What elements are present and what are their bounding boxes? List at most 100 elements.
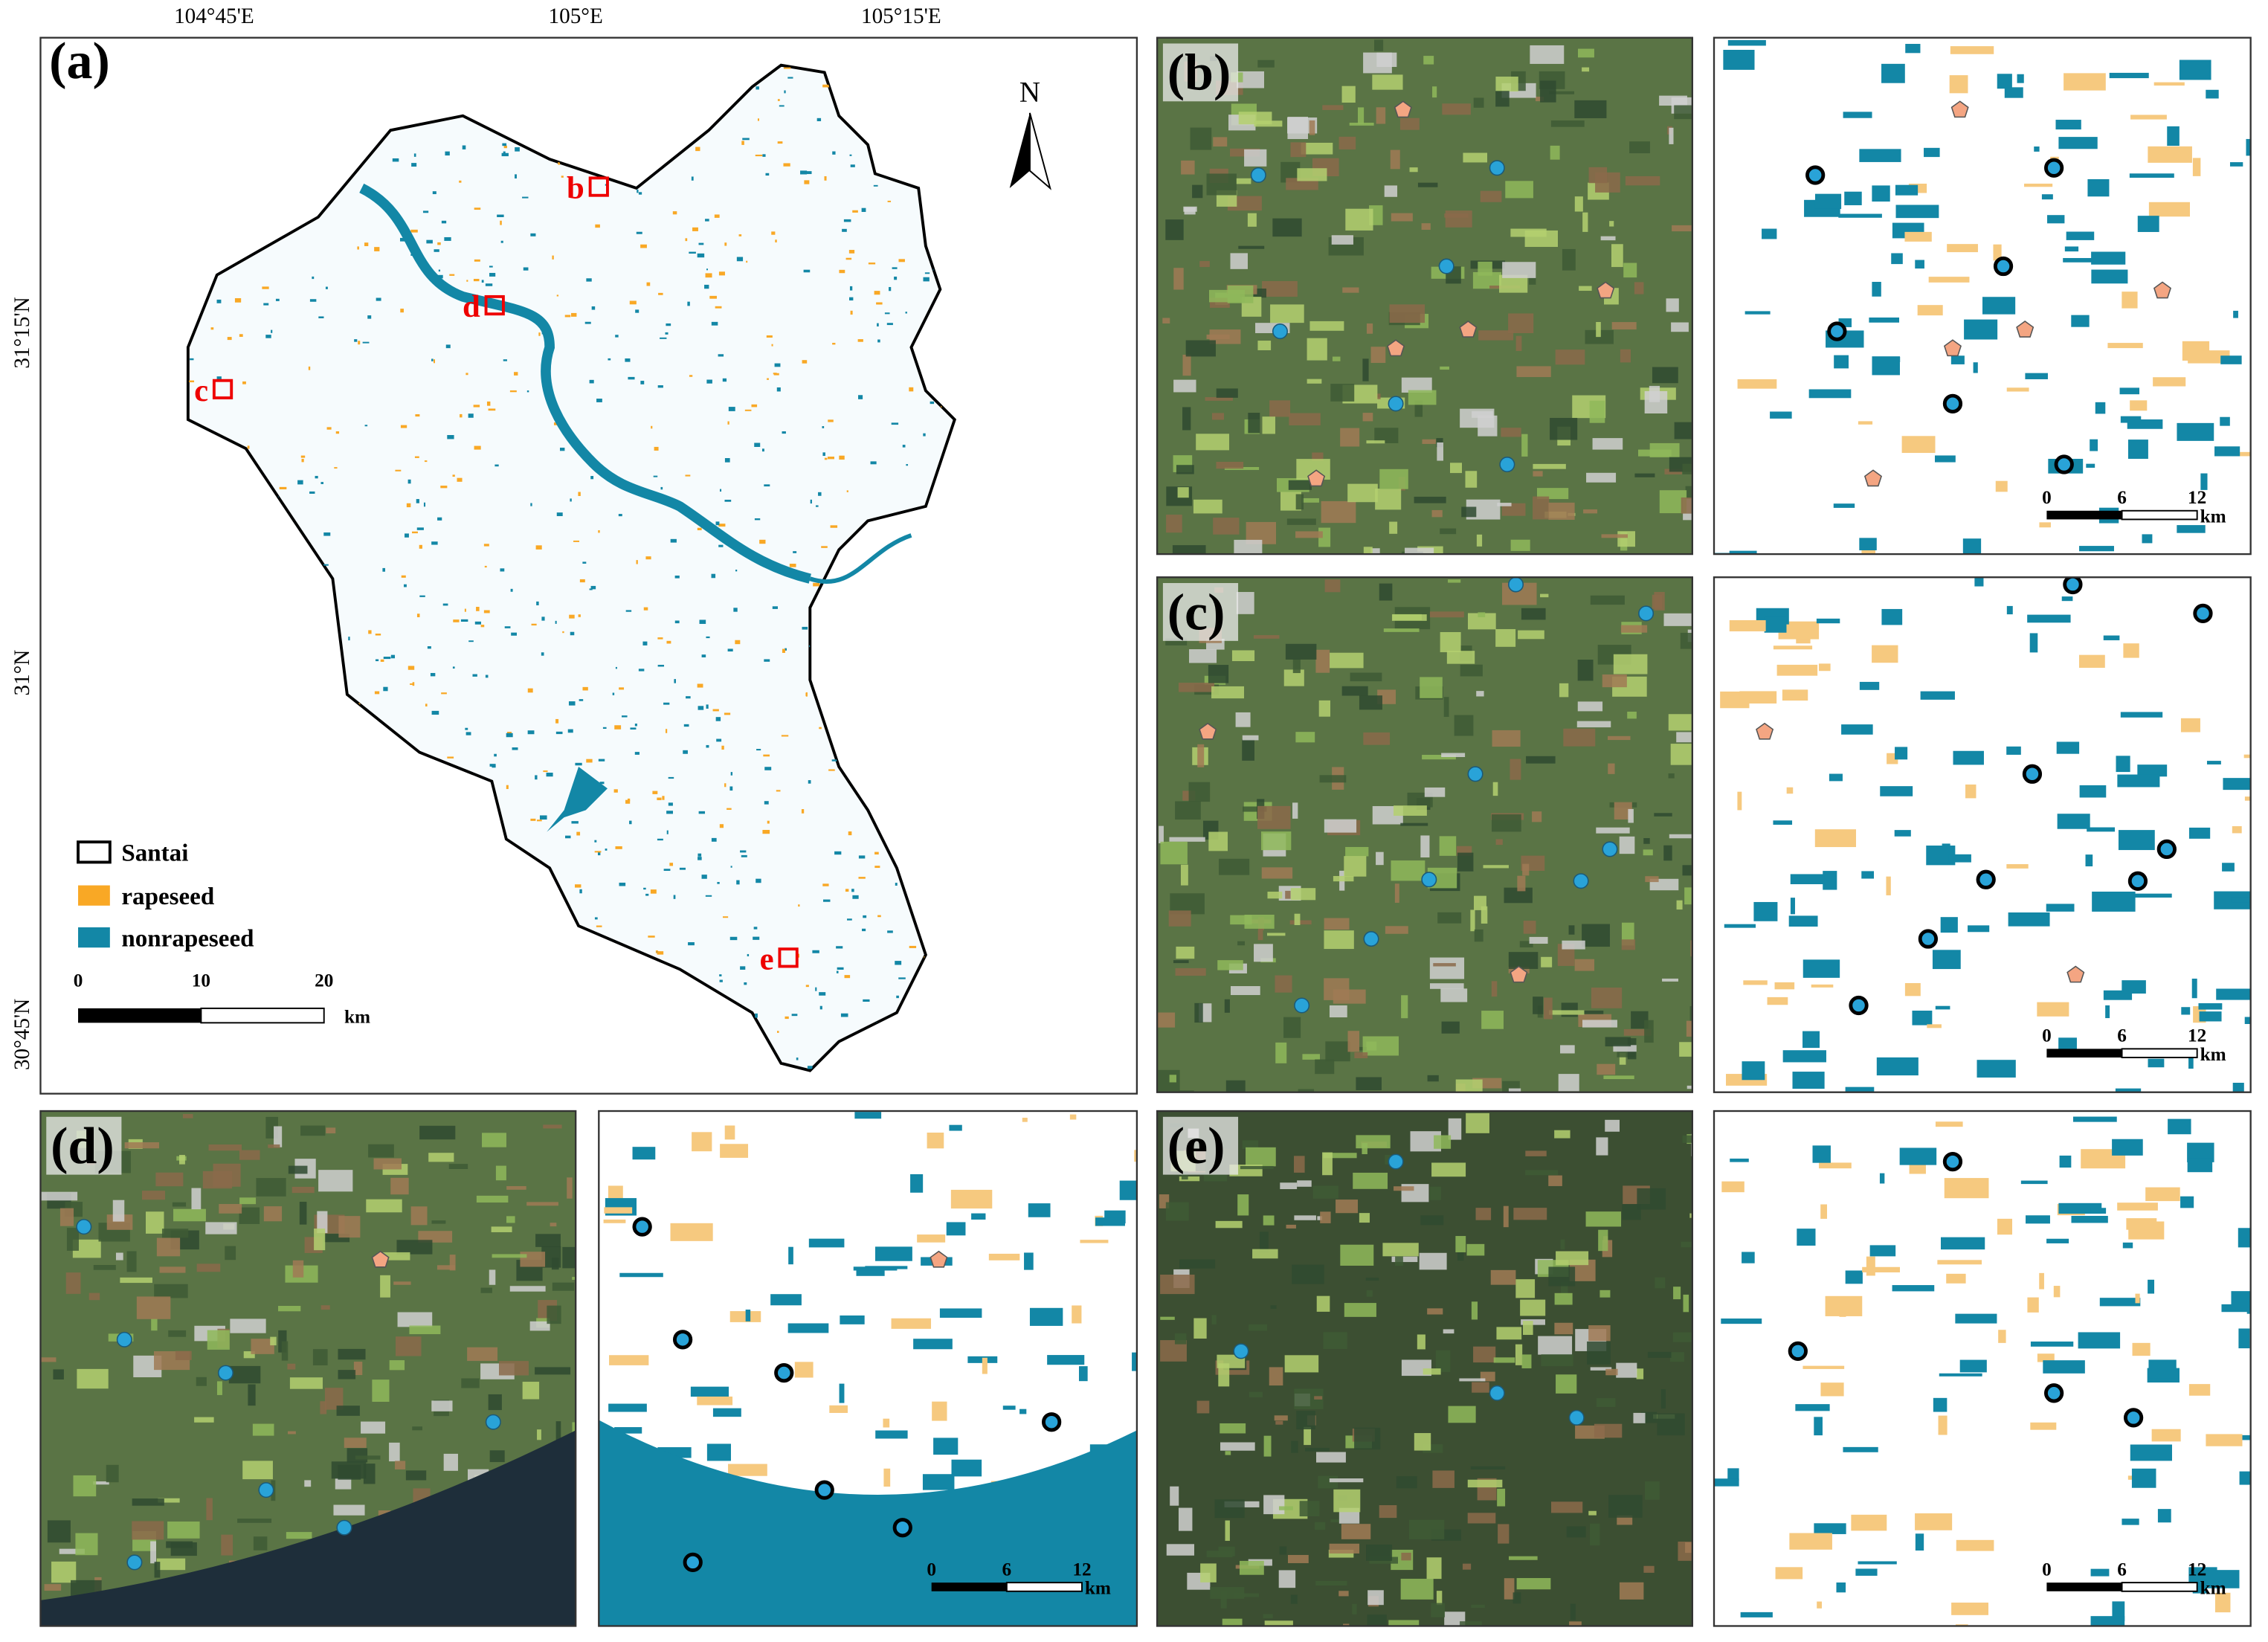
texture (242, 1461, 273, 1480)
pixel (239, 334, 243, 337)
texture (1390, 149, 1400, 170)
nonrapeseed-sample (1250, 167, 1266, 183)
class-patch (1774, 982, 1795, 990)
pixel (834, 851, 842, 855)
pixel (578, 614, 581, 617)
class-patch (690, 1386, 729, 1397)
class-patch (1894, 830, 1911, 837)
legend-swatch (77, 840, 112, 864)
class-patch (2057, 814, 2090, 829)
pixel (348, 637, 350, 641)
pixel (783, 163, 790, 167)
class-patch (1965, 784, 1977, 799)
class-patch (939, 1308, 982, 1318)
class-patch (1789, 1533, 1832, 1550)
class-patch (2027, 1297, 2039, 1313)
texture (482, 1133, 506, 1147)
texture (120, 1277, 152, 1284)
class-patch (1845, 1270, 1863, 1284)
texture (251, 1339, 274, 1354)
texture (1383, 628, 1420, 632)
pixel (862, 928, 866, 932)
texture (1609, 221, 1614, 227)
site-box (778, 947, 799, 968)
texture (1432, 1470, 1454, 1488)
class-patch (1886, 876, 1891, 895)
pixel (459, 180, 462, 183)
texture (467, 1347, 498, 1362)
texture (1448, 1406, 1476, 1423)
pixel (431, 541, 438, 545)
texture (428, 1153, 454, 1162)
legend-swatch (78, 927, 110, 948)
class-patch (1816, 618, 1840, 624)
pixel (484, 565, 487, 568)
texture (1666, 298, 1679, 312)
texture (1373, 39, 1384, 51)
pixel (437, 517, 442, 521)
pixel (706, 704, 709, 709)
class-patch (2008, 912, 2050, 927)
texture (1533, 471, 1543, 477)
texture (1655, 1277, 1666, 1289)
texture (1644, 1020, 1654, 1043)
pixel (884, 312, 890, 315)
class-patch (1841, 724, 1873, 735)
pixel (619, 687, 625, 690)
pixel (308, 366, 311, 370)
texture (1515, 1279, 1536, 1298)
texture (1285, 890, 1291, 899)
texture (1550, 417, 1578, 440)
pixel (886, 323, 893, 326)
class-patch (1024, 1252, 1034, 1270)
class-patch (2223, 778, 2251, 791)
texture (492, 1254, 527, 1258)
pixel (586, 278, 592, 282)
texture (1417, 1334, 1425, 1350)
class-patch (1132, 1352, 1137, 1371)
pixel (771, 344, 773, 347)
class-patch (1724, 924, 1756, 928)
texture (1350, 672, 1382, 682)
class-patch (1843, 1446, 1878, 1452)
nonrapeseed-sample (1467, 766, 1483, 782)
pixel (802, 360, 808, 364)
texture (1436, 1591, 1443, 1606)
texture (1401, 995, 1408, 1019)
texture (1324, 930, 1354, 950)
pixel (474, 259, 480, 262)
class-patch (1859, 149, 1901, 162)
texture (1497, 503, 1512, 506)
texture (1247, 213, 1257, 227)
texture (1385, 926, 1408, 934)
class-patch (808, 1238, 845, 1248)
pixel (747, 953, 750, 956)
class-patch (1951, 1603, 1988, 1615)
class-patch (1950, 355, 1965, 364)
texture (1437, 912, 1462, 924)
texture (51, 1561, 77, 1583)
class-patch (854, 1112, 882, 1119)
scale-label: 20 (315, 970, 333, 991)
texture (1319, 775, 1347, 783)
texture (168, 1330, 187, 1337)
class-patch (1845, 1086, 1875, 1092)
texture (1590, 1523, 1600, 1546)
pixel (535, 545, 542, 550)
texture (1284, 1355, 1319, 1373)
texture (106, 1464, 119, 1483)
texture (299, 1202, 307, 1225)
pixel (374, 247, 380, 251)
pixel (622, 715, 628, 718)
class-patch (2221, 1304, 2251, 1313)
pixel (712, 709, 719, 712)
texture (1526, 756, 1556, 764)
pixel (536, 601, 539, 605)
texture (1683, 1294, 1689, 1313)
texture (1283, 1017, 1301, 1038)
texture (1467, 613, 1496, 630)
pixel (816, 117, 822, 121)
texture (1295, 494, 1304, 510)
pixel (657, 797, 662, 800)
pixel (565, 835, 571, 839)
